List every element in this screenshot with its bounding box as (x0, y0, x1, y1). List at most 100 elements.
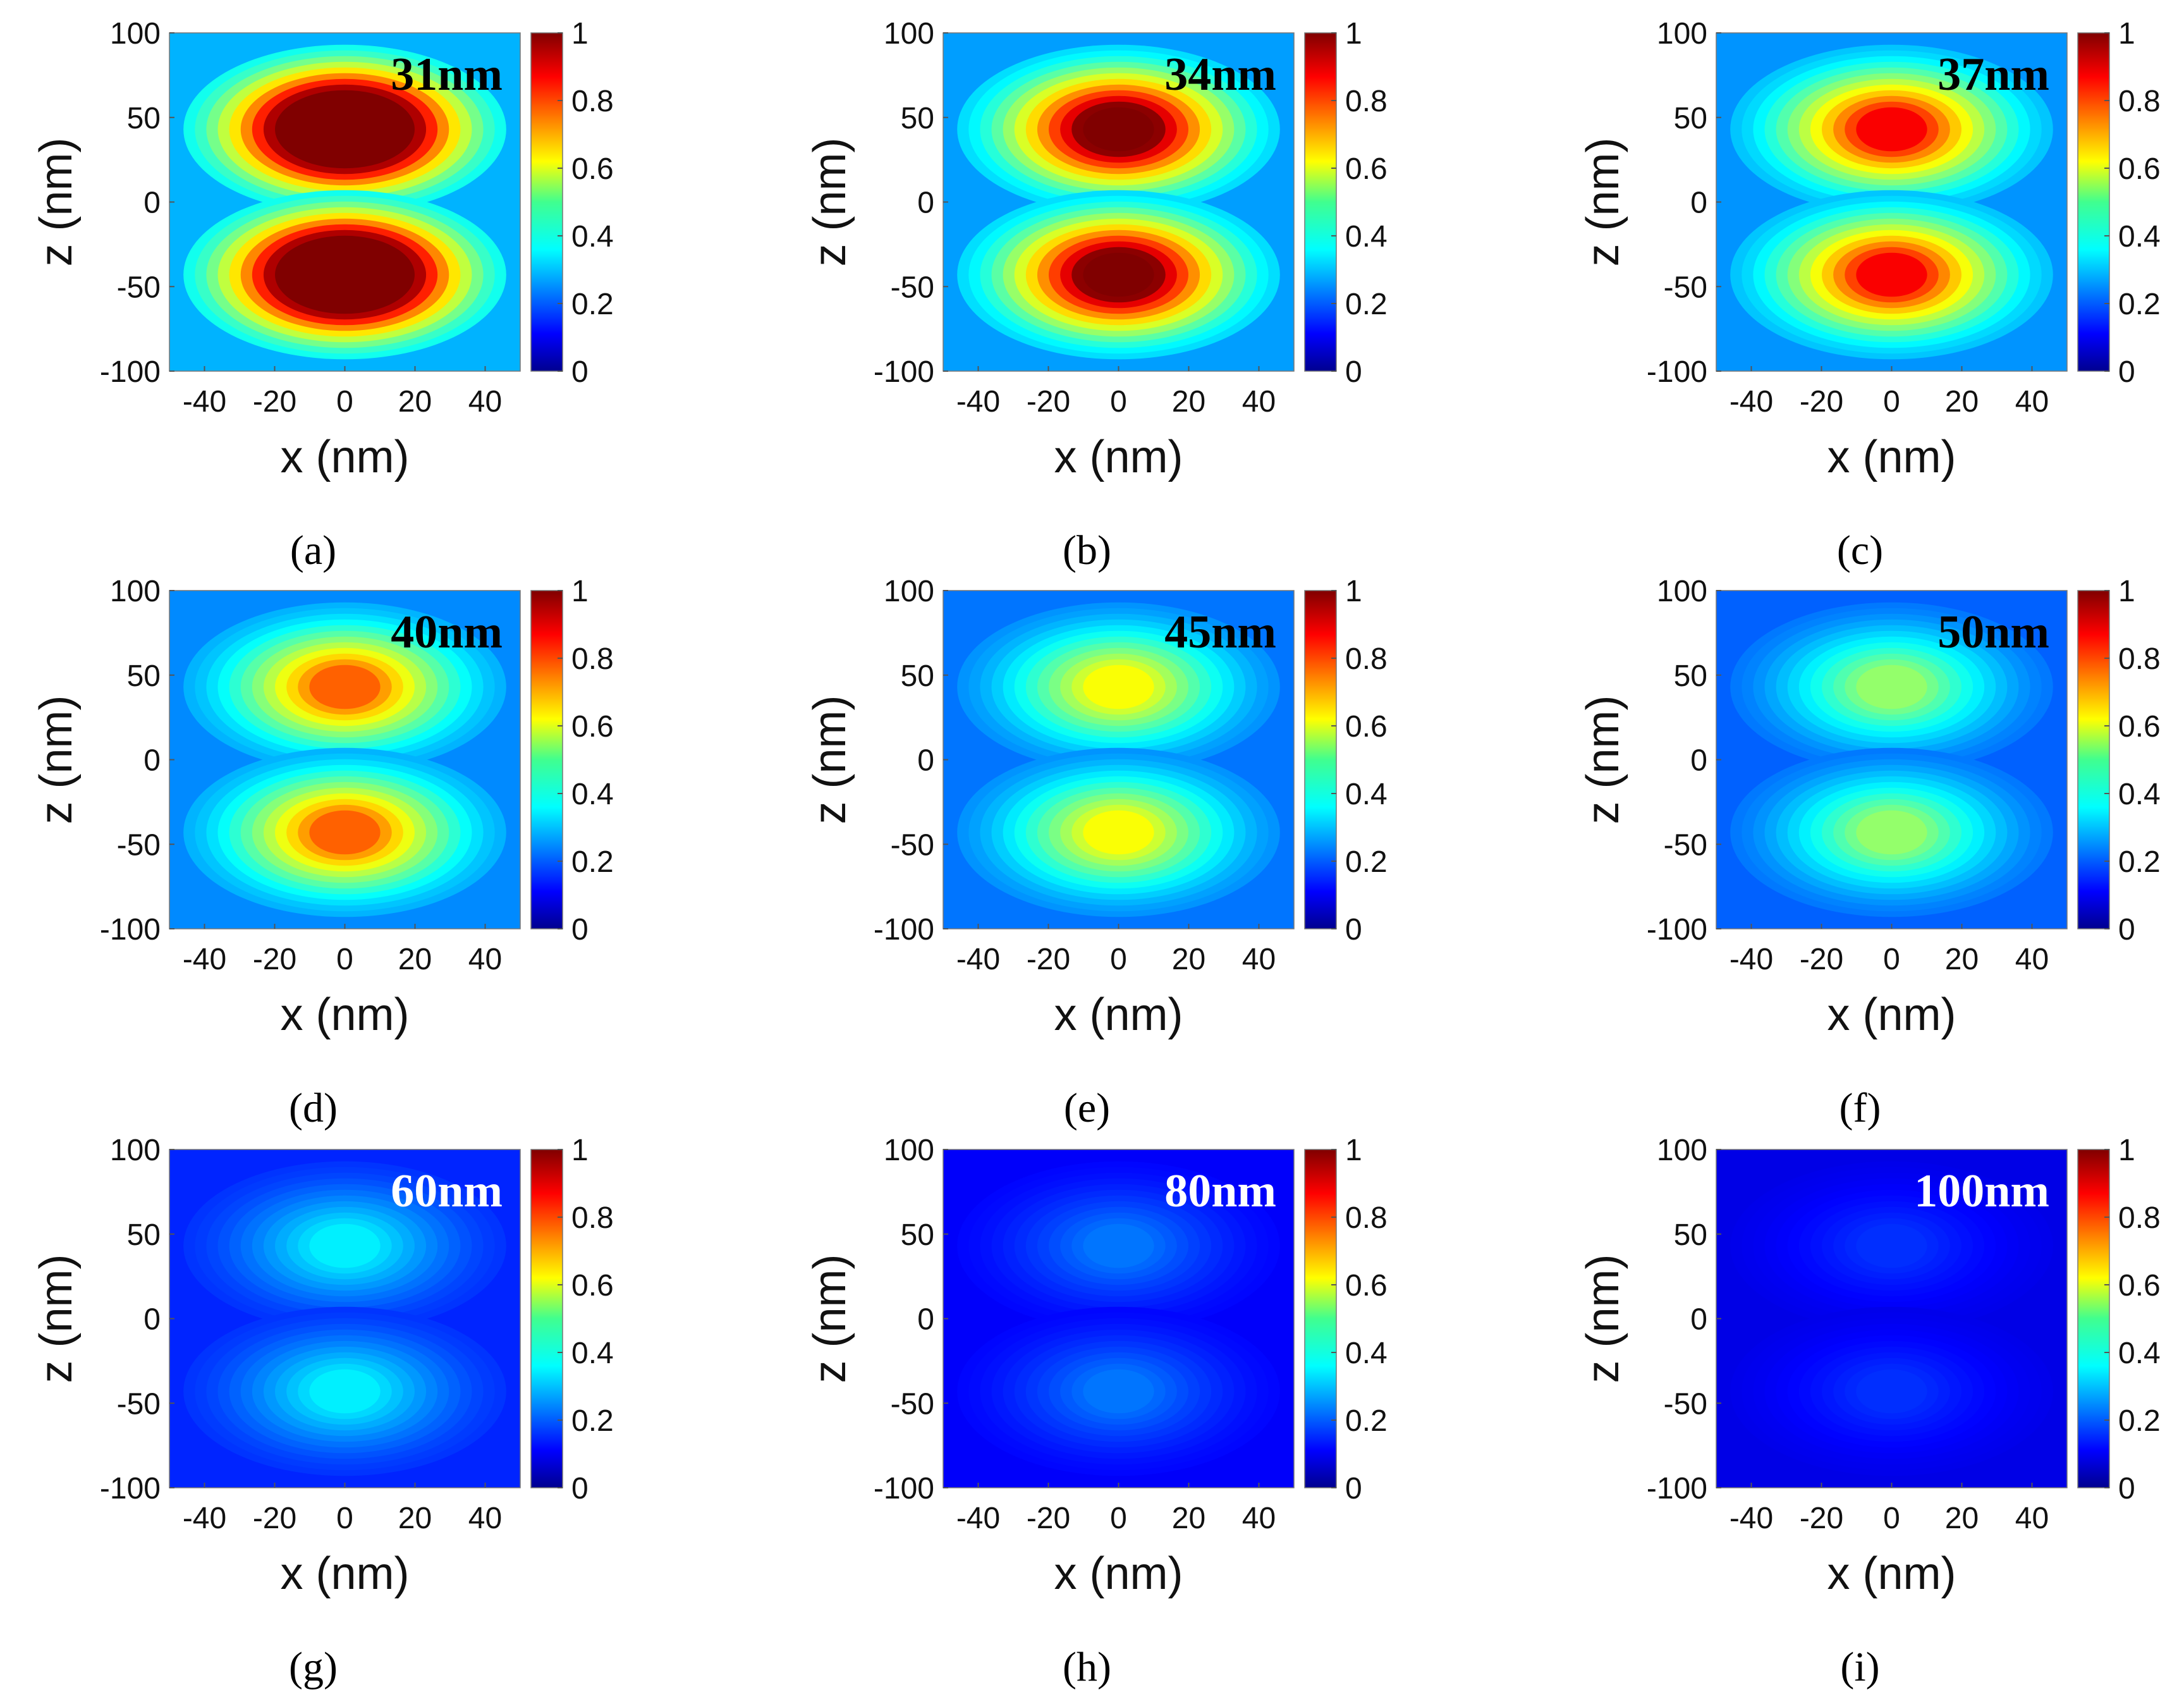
y-axis-label: z (nm) (31, 1254, 82, 1383)
y-tick-label: -100 (1647, 1472, 1707, 1505)
colorbar-tick-label: 0.4 (1345, 220, 1388, 254)
x-tick-label: -40 (183, 385, 226, 419)
heatmap-f (1716, 591, 2067, 929)
colorbar-tick-label: 0.2 (571, 1404, 614, 1438)
y-tick-label: -50 (1664, 1387, 1707, 1421)
particle-size-label: 37nm (1937, 49, 2049, 101)
heatmap-h (943, 1149, 1294, 1488)
heatmap-c (1716, 33, 2067, 371)
colorbar-tick-label: 0.4 (2118, 220, 2161, 254)
y-tick-label: 50 (1674, 659, 1707, 693)
x-tick-label: 40 (2015, 385, 2049, 419)
lobe-upper-contour (1856, 107, 1927, 152)
colorbar-tick-label: 0.2 (571, 288, 614, 321)
panel-label: (h) (1063, 1644, 1111, 1690)
y-tick-label: 100 (110, 17, 161, 51)
panel-d: 100 50 0 -50 -100 -40 -20 0 20 40 x (nm) z (nm) 40nm… (31, 575, 614, 1131)
x-tick-label: -40 (1730, 385, 1773, 419)
colorbar-tick-label: 0.2 (1345, 288, 1388, 321)
y-tick-label: -50 (891, 1387, 934, 1421)
colorbar-tick-label: 0.8 (2118, 85, 2161, 118)
colorbar-tick-label: 1 (1345, 575, 1362, 608)
colorbar-tick-label: 0.6 (1345, 152, 1388, 186)
lobe-lower-contour (309, 810, 381, 855)
colorbar-tick-label: 0 (1345, 1472, 1362, 1505)
x-tick-label: -20 (1800, 385, 1843, 419)
colorbar-tick-label: 1 (1345, 1134, 1362, 1167)
y-tick-label: -50 (1664, 828, 1707, 862)
x-tick-label: -20 (1027, 1502, 1070, 1535)
colorbar-tick-label: 0.6 (1345, 710, 1388, 744)
x-tick-label: -20 (253, 1502, 296, 1535)
x-axis-label: x (nm) (1054, 990, 1183, 1040)
colorbar-tick-label: 0.8 (1345, 1201, 1388, 1235)
x-tick-label: 20 (398, 385, 432, 419)
heatmap-i (1716, 1149, 2067, 1488)
y-tick-label: 0 (1690, 187, 1707, 220)
y-axis-label: z (nm) (31, 696, 82, 824)
x-tick-label: -40 (956, 385, 1000, 419)
x-tick-label: -40 (956, 943, 1000, 976)
x-tick-label: 20 (1172, 1502, 1205, 1535)
panel-label: (e) (1064, 1085, 1110, 1131)
particle-size-label: 34nm (1164, 49, 1276, 101)
panel-label: (i) (1840, 1644, 1879, 1690)
y-tick-label: 100 (884, 17, 934, 51)
x-tick-label: 0 (336, 1502, 353, 1535)
lobe-lower-contour (1083, 810, 1154, 855)
x-tick-label: -20 (253, 943, 296, 976)
particle-size-label: 45nm (1164, 606, 1276, 658)
x-tick-label: -20 (1027, 385, 1070, 419)
particle-size-label: 50nm (1937, 606, 2049, 658)
lobe-upper-contour (1083, 665, 1154, 709)
panel-e: 100 50 0 -50 -100 -40 -20 0 20 40 x (nm) z (nm) 45nm… (805, 575, 1388, 1131)
colorbar-tick-label: 0.8 (571, 85, 614, 118)
x-tick-label: 0 (1883, 1502, 1900, 1535)
x-tick-label: 20 (1945, 1502, 1979, 1535)
x-tick-label: 0 (1110, 943, 1127, 976)
lobe-upper-contour (1083, 1223, 1154, 1268)
heatmap-a (169, 33, 520, 371)
x-tick-label: 0 (1883, 385, 1900, 419)
colorbar-tick-label: 0.6 (571, 1269, 614, 1303)
particle-size-label: 31nm (391, 49, 503, 101)
colorbar-tick-label: 0 (2118, 913, 2135, 947)
colorbar-tick-label: 1 (571, 17, 589, 51)
y-tick-label: -50 (891, 271, 934, 304)
colorbar (530, 590, 563, 929)
y-tick-label: -100 (100, 355, 161, 389)
colorbar-tick-label: 0.4 (2118, 778, 2161, 811)
y-tick-label: 100 (884, 575, 934, 608)
colorbar-tick-label: 0 (571, 1472, 589, 1505)
y-axis-label: z (nm) (1578, 138, 1628, 267)
x-axis-label: x (nm) (1827, 1548, 1956, 1599)
colorbar-tick-label: 0.8 (571, 1201, 614, 1235)
y-tick-label: -100 (1647, 355, 1707, 389)
panel-i: 100 50 0 -50 -100 -40 -20 0 20 40 x (nm) z (nm) 100n… (1578, 1134, 2161, 1690)
lobe-lower-contour (1856, 810, 1927, 855)
x-axis-label: x (nm) (1827, 432, 1956, 482)
colorbar-tick-label: 1 (2118, 1134, 2135, 1167)
colorbar-tick-label: 0.8 (2118, 642, 2161, 676)
colorbar-tick-label: 0 (571, 355, 589, 389)
x-tick-label: 40 (468, 943, 502, 976)
particle-size-label: 100nm (1914, 1165, 2049, 1217)
colorbar-tick-label: 0.8 (2118, 1201, 2161, 1235)
lobe-upper-contour (1856, 1223, 1927, 1268)
x-tick-label: 20 (1172, 943, 1205, 976)
x-tick-label: 40 (2015, 943, 2049, 976)
lobe-upper-contour (1856, 665, 1927, 709)
lobe-upper-contour (309, 665, 381, 709)
colorbar-tick-label: 1 (2118, 17, 2135, 51)
x-tick-label: -20 (1800, 1502, 1843, 1535)
panel-label: (c) (1837, 527, 1883, 573)
y-tick-label: 50 (901, 102, 934, 135)
x-tick-label: 0 (336, 385, 353, 419)
particle-size-label: 80nm (1164, 1165, 1276, 1217)
colorbar (530, 32, 563, 372)
colorbar-tick-label: 0.8 (1345, 85, 1388, 118)
lobe-upper-contour (309, 1223, 381, 1268)
y-tick-label: 0 (917, 744, 934, 778)
panel-g: 100 50 0 -50 -100 -40 -20 0 20 40 x (nm) z (nm) 60nm… (31, 1134, 614, 1690)
heatmap-d (169, 591, 520, 929)
